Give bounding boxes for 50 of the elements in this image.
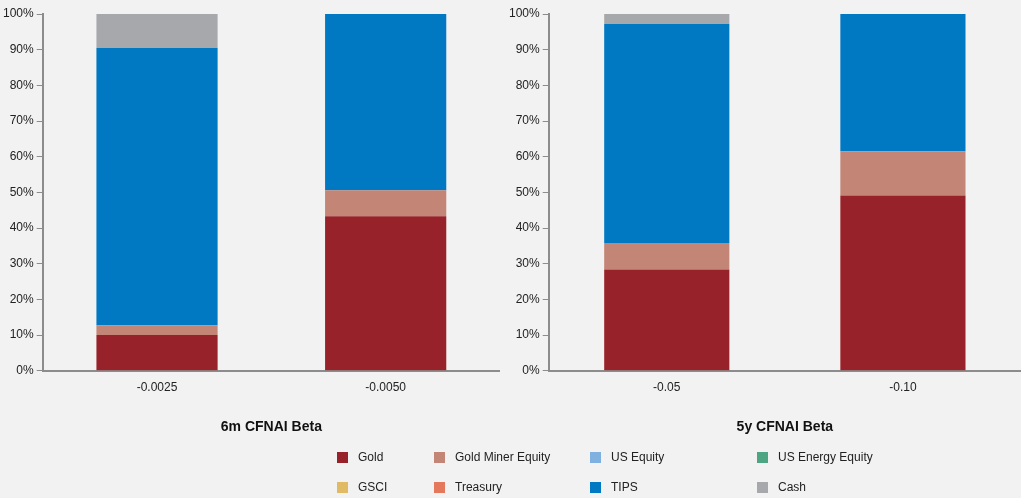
- y-tick-label: 10%: [9, 327, 35, 342]
- y-tick-label: 70%: [9, 113, 35, 128]
- bar: [325, 190, 447, 217]
- y-tick-label: 60%: [515, 149, 541, 164]
- legend-label: TIPS: [611, 480, 638, 494]
- legend-label: US Energy Equity: [778, 450, 873, 464]
- bar: [840, 151, 966, 196]
- legend-label: Cash: [778, 480, 807, 494]
- y-tick-label: 80%: [515, 77, 541, 92]
- x-axis-title: 5y CFNAI Beta: [736, 418, 834, 435]
- bar: [840, 195, 966, 371]
- y-tick-label: 50%: [9, 184, 35, 199]
- bar: [96, 335, 218, 371]
- legend-label: Gold: [358, 450, 384, 464]
- y-tick-label: 90%: [515, 41, 541, 56]
- y-tick-label: 60%: [9, 149, 35, 164]
- bar: [96, 47, 218, 326]
- y-tick-label: 40%: [515, 220, 541, 235]
- x-tick-label: -0.0050: [365, 380, 407, 395]
- bar: [96, 14, 218, 48]
- y-tick-label: 10%: [515, 327, 541, 342]
- legend-label: Gold Miner Equity: [455, 450, 551, 464]
- legend-label: US Equity: [611, 450, 665, 464]
- bar: [96, 325, 218, 336]
- bar: [604, 14, 730, 24]
- bar: [604, 23, 730, 244]
- y-tick-label: 100%: [2, 6, 35, 21]
- y-tick-label: 30%: [9, 256, 35, 271]
- bar: [604, 269, 730, 371]
- y-tick-label: 0%: [16, 363, 35, 378]
- bar: [604, 243, 730, 270]
- legend-label: Treasury: [455, 480, 502, 494]
- x-tick-label: -0.05: [653, 380, 681, 395]
- y-tick-label: 100%: [508, 6, 541, 21]
- y-tick-label: 0%: [522, 363, 541, 378]
- y-tick-label: 30%: [515, 256, 541, 271]
- y-tick-label: 50%: [515, 184, 541, 199]
- bar: [325, 14, 447, 191]
- x-axis-title: 6m CFNAI Beta: [220, 418, 323, 435]
- x-tick-label: -0.10: [889, 380, 917, 395]
- legend-label: GSCI: [358, 480, 388, 494]
- x-tick-label: -0.0025: [136, 380, 178, 395]
- y-tick-label: 40%: [9, 220, 35, 235]
- y-tick-label: 20%: [515, 291, 541, 306]
- y-tick-label: 20%: [9, 291, 35, 306]
- bar: [840, 14, 966, 152]
- y-tick-label: 70%: [515, 113, 541, 128]
- y-tick-label: 80%: [9, 77, 35, 92]
- y-tick-label: 90%: [9, 41, 35, 56]
- bar: [325, 216, 447, 371]
